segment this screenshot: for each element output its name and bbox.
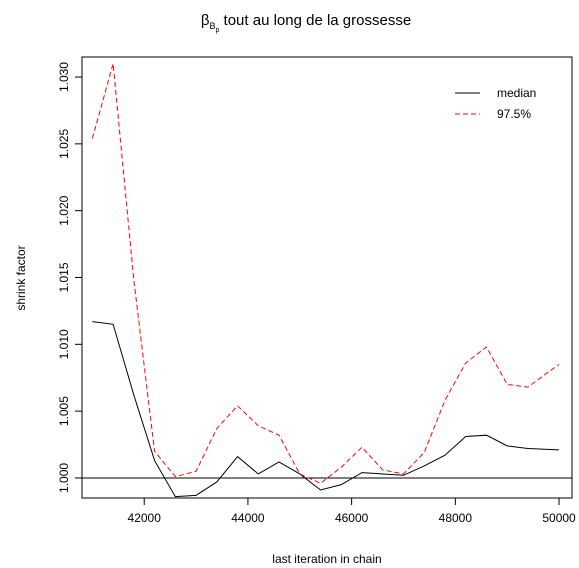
x-tick-label: 50000 [542,511,576,525]
svg-text:βBp tout au long de la grosses: βBp tout au long de la grossesse [201,12,411,34]
y-tick-label: 1.010 [57,329,71,359]
legend-label: 97.5% [497,107,531,121]
x-axis: 42000 44000 46000 48000 50000 [128,498,576,525]
series-line-upper-97-5 [91,63,560,484]
legend: median 97.5% [455,86,536,121]
title-text: tout au long de la grossesse [219,12,411,29]
y-tick-label: 1.020 [57,195,71,225]
y-tick-label: 1.025 [57,129,71,159]
y-tick-label: 1.015 [57,262,71,292]
x-tick-label: 48000 [439,511,473,525]
y-tick-label: 1.005 [57,396,71,426]
plot-frame [81,56,573,499]
y-axis: 1.000 1.005 1.010 1.015 1.020 1.025 1.030 [57,62,82,493]
title-symbol: β [201,12,210,29]
x-tick-label: 44000 [231,511,265,525]
title-subsubscript: p [215,27,219,34]
series-line-median [92,321,560,498]
x-tick-label: 42000 [128,511,162,525]
chart-title: βBp tout au long de la grossesse [201,12,411,34]
plot-area [82,63,572,498]
y-axis-title: shrink factor [14,245,28,310]
y-tick-label: 1.000 [57,463,71,493]
y-tick-label: 1.030 [57,62,71,92]
title-subscript: B [209,21,215,31]
x-tick-label: 46000 [335,511,369,525]
x-axis-title: last iteration in chain [272,552,381,566]
legend-label: median [497,86,536,100]
